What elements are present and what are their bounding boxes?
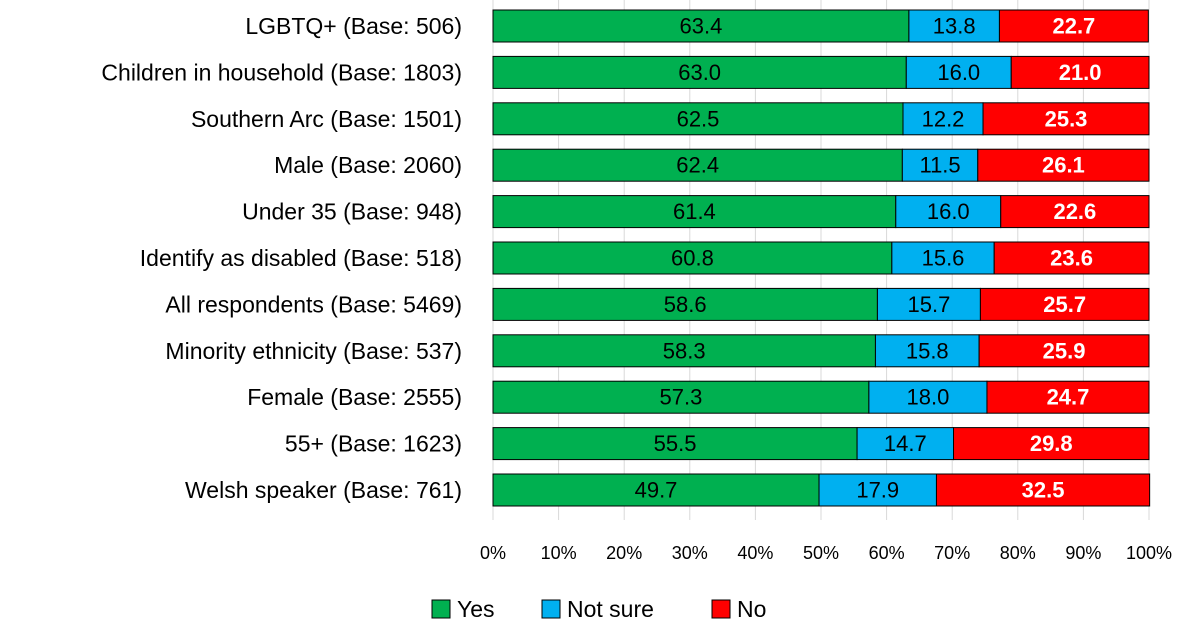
legend: Yes Not sure No (431, 596, 766, 622)
data-label: 49.7 (635, 478, 678, 503)
data-label: 15.7 (907, 292, 950, 317)
bar-segment-yes (492, 55, 907, 89)
data-label: 61.4 (673, 199, 716, 224)
data-label: 15.6 (922, 246, 965, 271)
data-label: 57.3 (660, 385, 703, 410)
x-tick-label: 50% (803, 543, 839, 563)
data-label: 14.7 (884, 431, 927, 456)
data-label: 58.6 (664, 292, 707, 317)
category-label: Southern Arc (Base: 1501) (191, 106, 462, 132)
category-label: Under 35 (Base: 948) (242, 199, 462, 225)
category-label: Minority ethnicity (Base: 537) (165, 338, 462, 364)
bar-segment-no (1010, 55, 1150, 89)
category-label: Male (Base: 2060) (274, 152, 462, 178)
data-label: 63.4 (680, 14, 723, 39)
x-tick-label: 10% (541, 543, 577, 563)
category-label: 55+ (Base: 1623) (285, 431, 462, 457)
data-label: 29.8 (1030, 431, 1073, 456)
x-tick-label: 40% (737, 543, 773, 563)
category-label: All respondents (Base: 5469) (165, 291, 462, 317)
x-tick-label: 80% (1000, 543, 1036, 563)
bar-segment-no (935, 473, 1151, 507)
legend-swatch (541, 599, 561, 619)
category-label: Welsh speaker (Base: 761) (185, 477, 462, 503)
data-label: 62.4 (676, 153, 719, 178)
data-label: 18.0 (907, 385, 950, 410)
bar-segment-no (979, 287, 1150, 321)
bar-segment-not-sure (868, 380, 988, 414)
bar-segment-no (977, 148, 1150, 182)
bar-segment-not-sure (856, 427, 955, 461)
bar-segment-yes (492, 102, 904, 136)
legend-label: No (737, 596, 766, 622)
bar-segment-not-sure (895, 195, 1002, 229)
bars: 63.4 13.8 22.7 63.0 16.0 21.0 62.5 12.2 25.3 62.4… (492, 9, 1151, 507)
data-label: 13.8 (933, 14, 976, 39)
bar-segment-yes (492, 287, 878, 321)
category-label: LGBTQ+ (Base: 506) (245, 13, 462, 39)
bar-segment-yes (492, 241, 893, 275)
bar-segment-yes (492, 473, 820, 507)
bar-segment-not-sure (891, 241, 995, 275)
bar-segment-yes (492, 195, 897, 229)
bar-segment-no (998, 9, 1149, 43)
bar-segment-no (982, 102, 1150, 136)
bar-segment-yes (492, 9, 910, 43)
x-tick-label: 0% (480, 543, 506, 563)
category-label: Female (Base: 2555) (247, 384, 462, 410)
x-tick-label: 90% (1065, 543, 1101, 563)
data-label: 32.5 (1022, 478, 1065, 503)
data-label: 17.9 (856, 478, 899, 503)
bar-segment-yes (492, 334, 876, 368)
bar-segment-no (953, 427, 1150, 461)
data-label: 16.0 (937, 60, 980, 85)
data-label: 16.0 (927, 199, 970, 224)
data-label: 12.2 (922, 106, 965, 131)
category-label: Children in household (Base: 1803) (101, 59, 462, 85)
data-label: 22.6 (1053, 199, 1096, 224)
bar-segment-not-sure (818, 473, 937, 507)
bar-segment-yes (492, 380, 870, 414)
bar-segment-not-sure (908, 9, 1000, 43)
bar-segment-yes (492, 148, 903, 182)
data-label: 23.6 (1050, 246, 1093, 271)
legend-label: Not sure (567, 596, 654, 622)
data-label: 26.1 (1042, 153, 1085, 178)
bar-segment-no (978, 334, 1150, 368)
x-tick-label: 100% (1126, 543, 1172, 563)
bar-segment-no (986, 380, 1150, 414)
bar-segment-not-sure (874, 334, 980, 368)
data-label: 55.5 (654, 431, 697, 456)
data-label: 62.5 (677, 106, 720, 131)
x-tick-label: 60% (869, 543, 905, 563)
data-label: 21.0 (1059, 60, 1102, 85)
legend-swatch (711, 599, 731, 619)
legend-label: Yes (457, 596, 495, 622)
bar-segment-not-sure (901, 148, 979, 182)
data-label: 63.0 (678, 60, 721, 85)
legend-swatch (431, 599, 451, 619)
bar-segment-not-sure (905, 55, 1012, 89)
bar-segment-no (993, 241, 1150, 275)
category-label: Identify as disabled (Base: 518) (140, 245, 462, 271)
x-tick-label: 30% (672, 543, 708, 563)
data-label: 58.3 (663, 338, 706, 363)
data-label: 25.3 (1045, 106, 1088, 131)
data-label: 60.8 (671, 246, 714, 271)
data-label: 25.7 (1043, 292, 1086, 317)
data-label: 15.8 (906, 338, 949, 363)
data-label: 11.5 (919, 153, 960, 178)
data-label: 22.7 (1052, 14, 1095, 39)
x-tick-label: 20% (606, 543, 642, 563)
bar-segment-no (1000, 195, 1150, 229)
data-label: 24.7 (1047, 385, 1090, 410)
data-label: 25.9 (1043, 338, 1086, 363)
bar-segment-not-sure (876, 287, 981, 321)
category-labels: LGBTQ+ (Base: 506) Children in household … (101, 13, 462, 503)
x-tick-label: 70% (934, 543, 970, 563)
x-axis-ticks: 0% 10% 20% 30% 40% 50% 60% 70% 80% 90% 100% (480, 543, 1172, 563)
